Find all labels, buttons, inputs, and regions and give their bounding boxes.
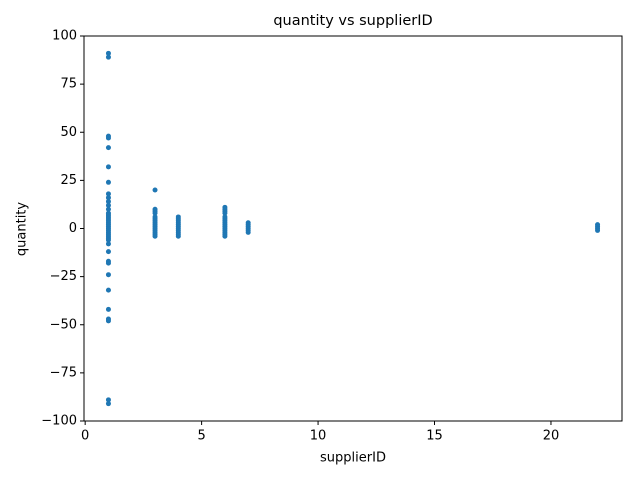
y-tick-label: 50 xyxy=(60,125,77,140)
point xyxy=(105,241,111,247)
y-tick-label: −50 xyxy=(50,317,77,332)
chart-title: quantity vs supplierID xyxy=(273,13,432,29)
y-tick-label: −75 xyxy=(50,365,77,380)
y-axis-label: quantity xyxy=(15,202,30,257)
x-tick-label: 15 xyxy=(426,429,443,444)
point xyxy=(105,249,111,255)
point xyxy=(105,397,111,403)
y-tick-label: 0 xyxy=(69,221,77,236)
point xyxy=(105,164,111,170)
y-tick-label: 100 xyxy=(52,29,77,44)
point xyxy=(595,227,601,233)
point xyxy=(105,401,111,407)
point xyxy=(152,187,158,193)
point xyxy=(105,195,111,201)
y-tick-label: 75 xyxy=(60,77,77,92)
point xyxy=(105,206,111,212)
point xyxy=(105,260,111,266)
point xyxy=(105,306,111,312)
point xyxy=(222,233,228,239)
point xyxy=(105,237,111,243)
y-tick-label: −100 xyxy=(41,414,77,429)
y-tick-label: −25 xyxy=(50,269,77,284)
y-tick-label: 25 xyxy=(60,173,77,188)
point xyxy=(105,145,111,151)
point xyxy=(105,191,111,197)
point xyxy=(105,199,111,205)
point xyxy=(105,202,111,208)
x-tick-label: 20 xyxy=(543,429,560,444)
point xyxy=(152,233,158,239)
x-tick-label: 0 xyxy=(81,429,89,444)
point xyxy=(105,272,111,278)
point xyxy=(105,54,111,60)
point xyxy=(222,210,228,216)
point xyxy=(245,229,251,235)
x-tick-label: 5 xyxy=(197,429,205,444)
point xyxy=(105,50,111,56)
point xyxy=(105,179,111,185)
x-tick-label: 10 xyxy=(310,429,327,444)
point xyxy=(175,233,181,239)
point xyxy=(105,287,111,293)
plot-area xyxy=(105,50,601,407)
point xyxy=(152,210,158,216)
x-axis-label: supplierID xyxy=(320,451,386,466)
point xyxy=(105,318,111,324)
point xyxy=(105,135,111,141)
